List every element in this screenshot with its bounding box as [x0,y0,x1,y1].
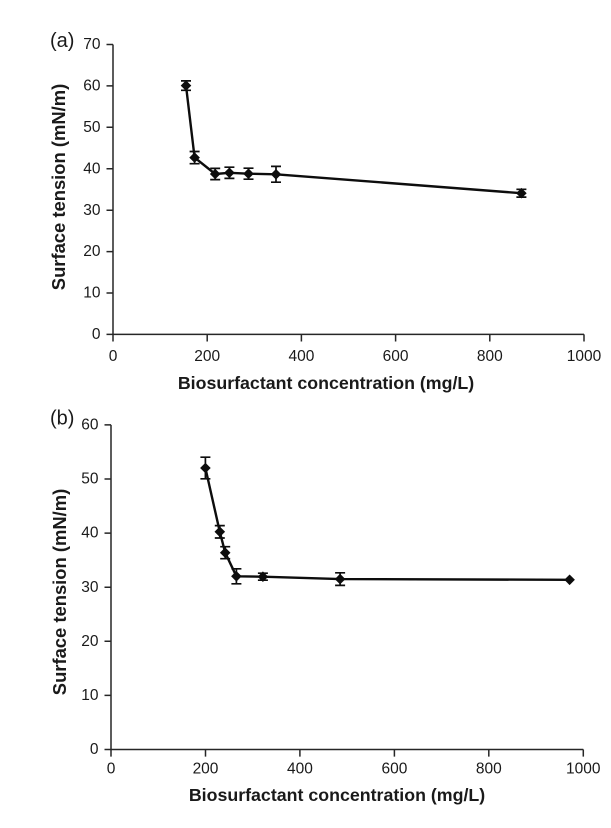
svg-text:20: 20 [83,243,101,260]
svg-text:50: 50 [83,119,101,136]
svg-text:30: 30 [83,202,101,219]
svg-text:1000: 1000 [566,761,601,778]
svg-text:Biosurfactant concentration (m: Biosurfactant concentration (mg/L) [178,373,474,393]
svg-text:800: 800 [476,761,502,778]
svg-text:20: 20 [81,633,99,650]
svg-text:60: 60 [81,417,99,434]
svg-text:600: 600 [381,761,407,778]
svg-text:Biosurfactant concentration (m: Biosurfactant concentration (mg/L) [189,785,485,805]
svg-text:(b): (b) [50,408,74,430]
svg-text:40: 40 [83,160,101,177]
svg-text:30: 30 [81,579,99,596]
svg-text:200: 200 [194,348,220,365]
svg-text:Surface tension (mN/m): Surface tension (mN/m) [48,84,69,290]
svg-text:50: 50 [81,471,99,488]
svg-text:10: 10 [83,285,101,302]
svg-text:10: 10 [81,687,99,704]
svg-text:0: 0 [90,741,99,758]
svg-text:400: 400 [287,761,313,778]
svg-text:800: 800 [477,348,503,365]
svg-text:(a): (a) [50,30,74,52]
svg-text:60: 60 [83,78,101,95]
svg-text:600: 600 [383,348,409,365]
svg-text:40: 40 [81,525,99,542]
svg-text:1000: 1000 [567,348,602,365]
svg-text:0: 0 [92,326,101,343]
svg-text:0: 0 [109,348,118,365]
svg-text:400: 400 [288,348,314,365]
svg-text:70: 70 [83,36,101,53]
svg-text:Surface tension (mN/m): Surface tension (mN/m) [49,489,70,695]
svg-text:0: 0 [107,761,116,778]
svg-text:200: 200 [193,761,219,778]
